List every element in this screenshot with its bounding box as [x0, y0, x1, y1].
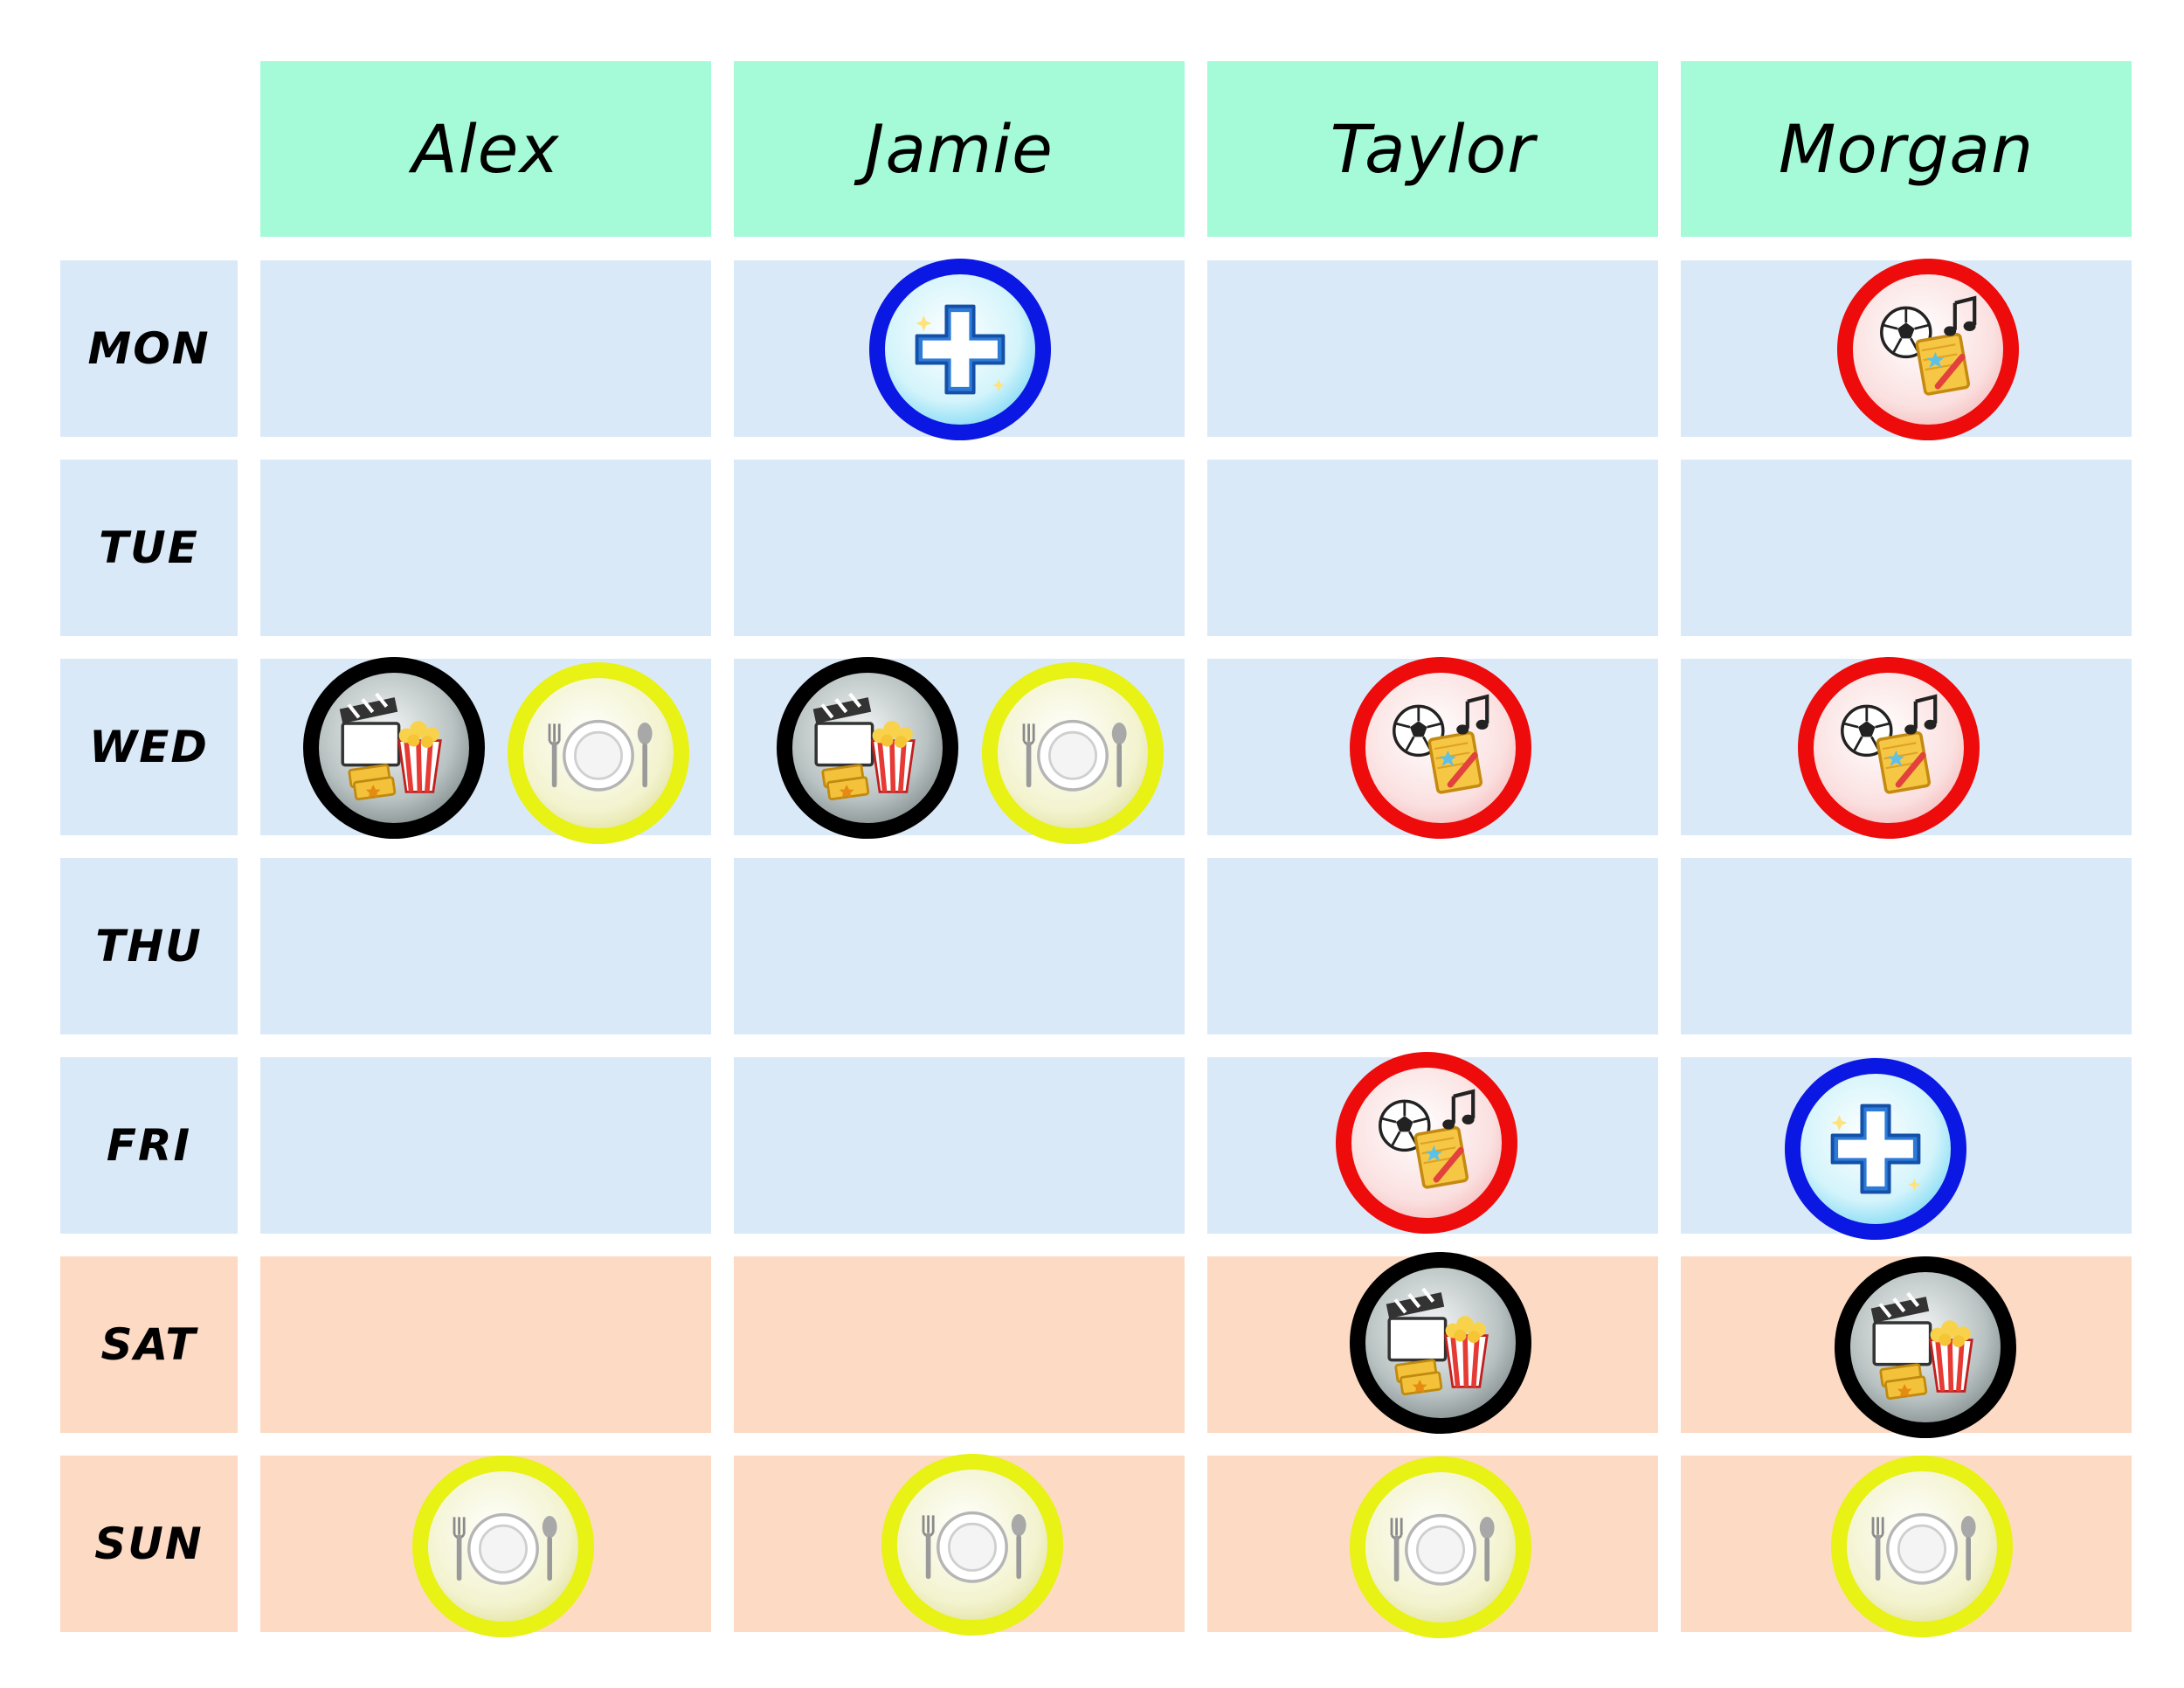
cell-sat-jamie[interactable]	[734, 1256, 1185, 1433]
cell-mon-taylor[interactable]	[1207, 260, 1658, 437]
activities-badge[interactable]	[1837, 259, 2019, 440]
header-morgan: Morgan	[1681, 61, 2132, 237]
activities-badge[interactable]	[1336, 1052, 1517, 1234]
cell-thu-taylor[interactable]	[1207, 858, 1658, 1034]
plate-fork-spoon-icon	[1390, 1513, 1495, 1586]
day-name: MON	[87, 323, 211, 374]
medical-cross-icon	[1830, 1103, 1921, 1194]
entertainment-badge[interactable]	[303, 657, 485, 839]
day-label-thu: THU	[60, 858, 238, 1034]
activities-badge[interactable]	[1350, 657, 1531, 839]
movie-popcorn-tickets-icon	[339, 692, 442, 801]
cell-thu-alex[interactable]	[260, 858, 711, 1034]
dining-badge[interactable]	[412, 1456, 594, 1637]
entertainment-badge[interactable]	[777, 657, 958, 839]
dining-badge[interactable]	[1831, 1456, 2013, 1637]
day-name: TUE	[99, 522, 199, 573]
person-name: Jamie	[865, 110, 1054, 188]
day-label-sat: SAT	[60, 1256, 238, 1433]
day-name: SAT	[100, 1319, 197, 1370]
medical-cross-icon	[915, 304, 1006, 395]
day-label-tue: TUE	[60, 460, 238, 636]
header-jamie: Jamie	[734, 61, 1185, 237]
cell-fri-jamie[interactable]	[734, 1057, 1185, 1234]
soccer-notebook-music-icon	[1880, 295, 1977, 396]
dining-badge[interactable]	[982, 662, 1164, 844]
movie-popcorn-tickets-icon	[812, 692, 916, 801]
entertainment-badge[interactable]	[1350, 1252, 1531, 1434]
day-label-sun: SUN	[60, 1456, 238, 1632]
movie-popcorn-tickets-icon	[1386, 1287, 1489, 1396]
day-name: THU	[95, 921, 203, 972]
cell-thu-jamie[interactable]	[734, 858, 1185, 1034]
person-name: Taylor	[1330, 110, 1536, 188]
plate-fork-spoon-icon	[453, 1512, 557, 1585]
medical-badge[interactable]	[869, 259, 1051, 440]
cell-sat-alex[interactable]	[260, 1256, 711, 1433]
entertainment-badge[interactable]	[1835, 1256, 2016, 1438]
header-alex: Alex	[260, 61, 711, 237]
cell-tue-morgan[interactable]	[1681, 460, 2132, 636]
soccer-notebook-music-icon	[1379, 1089, 1476, 1189]
medical-badge[interactable]	[1785, 1058, 1966, 1240]
cell-thu-morgan[interactable]	[1681, 858, 2132, 1034]
plate-fork-spoon-icon	[1022, 719, 1127, 792]
cell-tue-taylor[interactable]	[1207, 460, 1658, 636]
soccer-notebook-music-icon	[1393, 694, 1489, 794]
day-name: SUN	[94, 1519, 204, 1569]
dining-badge[interactable]	[1350, 1456, 1531, 1638]
day-name: WED	[89, 722, 209, 772]
plate-fork-spoon-icon	[922, 1511, 1026, 1583]
day-label-mon: MON	[60, 260, 238, 437]
soccer-notebook-music-icon	[1841, 694, 1938, 794]
person-name: Morgan	[1778, 110, 2035, 188]
activities-badge[interactable]	[1798, 657, 1980, 839]
day-label-wed: WED	[60, 659, 238, 835]
dining-badge[interactable]	[881, 1454, 1063, 1636]
plate-fork-spoon-icon	[548, 719, 653, 792]
cell-tue-alex[interactable]	[260, 460, 711, 636]
cell-fri-alex[interactable]	[260, 1057, 711, 1234]
plate-fork-spoon-icon	[1871, 1512, 1976, 1585]
cell-tue-jamie[interactable]	[734, 460, 1185, 636]
movie-popcorn-tickets-icon	[1870, 1291, 1973, 1401]
header-taylor: Taylor	[1207, 61, 1658, 237]
day-label-fri: FRI	[60, 1057, 238, 1234]
dining-badge[interactable]	[508, 662, 689, 844]
person-name: Alex	[411, 110, 560, 188]
cell-mon-alex[interactable]	[260, 260, 711, 437]
day-name: FRI	[106, 1120, 192, 1171]
